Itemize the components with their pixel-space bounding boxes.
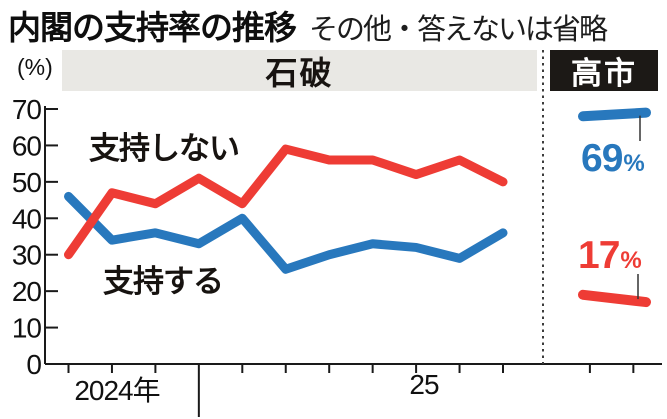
y-tick-label: 60 xyxy=(12,130,42,161)
ishiba-label: 石破 xyxy=(265,54,334,91)
series-label-disapprove: 支持しない xyxy=(89,131,240,166)
callout-disapprove: 17% xyxy=(578,234,642,278)
x-axis-label-25: 25 xyxy=(409,369,439,400)
period-band-takaichi: 高市 xyxy=(550,50,658,91)
chart-note: その他・答えないは省略 xyxy=(309,14,608,46)
y-tick-label: 40 xyxy=(12,203,42,234)
approve-percent-sign: % xyxy=(623,150,645,177)
title-row: 内閣の支持率の推移 その他・答えないは省略 xyxy=(8,1,608,49)
x-axis-label-2024: 2024年 xyxy=(74,375,160,406)
disapprove-line xyxy=(64,144,508,260)
y-axis-unit-label: (%) xyxy=(17,54,53,80)
y-tick-label: 30 xyxy=(12,240,42,271)
period-band-ishiba: 石破 xyxy=(62,50,537,91)
disapprove-percent-sign: % xyxy=(620,247,642,274)
y-tick-label: 50 xyxy=(12,167,42,198)
takaichi-label: 高市 xyxy=(571,56,637,91)
y-tick-label: 10 xyxy=(12,313,42,344)
page-title: 内閣の支持率の推移 xyxy=(8,9,297,46)
disapprove-takaichi-segment xyxy=(578,289,651,308)
approve-takaichi-segment xyxy=(578,107,651,122)
y-tick-label: 20 xyxy=(12,276,42,307)
approve-line xyxy=(64,191,508,274)
disapprove-latest-value: 17 xyxy=(578,234,620,277)
callout-approve: 69% xyxy=(581,137,645,181)
y-tick-label: 0 xyxy=(26,349,41,380)
approve-latest-value: 69 xyxy=(581,137,623,180)
y-tick-label: 70 xyxy=(12,94,42,125)
series-label-approve: 支持する xyxy=(103,264,224,299)
